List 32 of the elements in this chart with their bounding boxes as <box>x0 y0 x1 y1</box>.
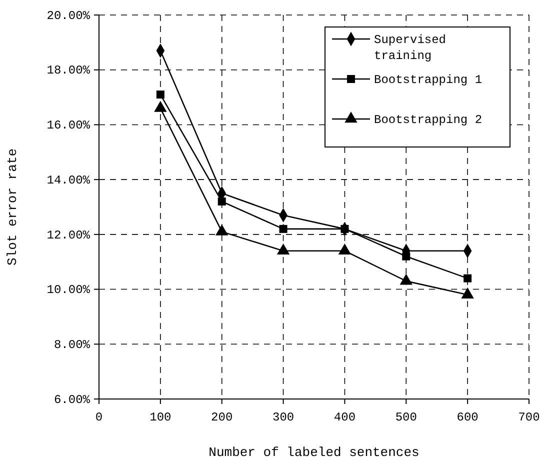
x-tick-label: 100 <box>150 410 172 425</box>
x-tick-label: 0 <box>95 410 103 425</box>
point <box>156 90 164 99</box>
point <box>216 224 228 236</box>
y-tick-label: 14.00% <box>46 173 91 188</box>
point <box>400 274 412 285</box>
x-tick-label: 600 <box>456 410 478 425</box>
point <box>279 224 288 233</box>
y-tick-label: 16.00% <box>46 118 91 133</box>
point <box>461 287 474 298</box>
point <box>338 244 352 255</box>
x-tick-label: 200 <box>211 410 233 425</box>
x-tick-label: 300 <box>272 410 294 425</box>
y-tick-label: 8.00% <box>54 338 91 352</box>
legend-label: Supervised training <box>374 33 446 63</box>
x-axis-title: Number of labeled sentences <box>208 445 420 460</box>
x-tick-label: 400 <box>334 410 356 425</box>
legend-label: Bootstrapping 2 <box>374 113 482 127</box>
y-tick-label: 12.00% <box>46 228 91 242</box>
point <box>402 252 410 260</box>
point <box>276 244 290 255</box>
y-axis-title: Slot error rate <box>5 148 20 266</box>
legend-label: Bootstrapping 1 <box>374 73 482 87</box>
x-tick-label: 500 <box>395 410 417 425</box>
y-tick-label: 6.00% <box>54 392 91 407</box>
y-tick-label: 20.00% <box>46 8 91 23</box>
point <box>464 274 472 282</box>
point <box>218 198 226 206</box>
point <box>340 224 349 233</box>
y-tick-label: 10.00% <box>46 283 91 298</box>
y-tick-label: 18.00% <box>46 64 91 78</box>
x-tick-label: 700 <box>518 410 540 425</box>
